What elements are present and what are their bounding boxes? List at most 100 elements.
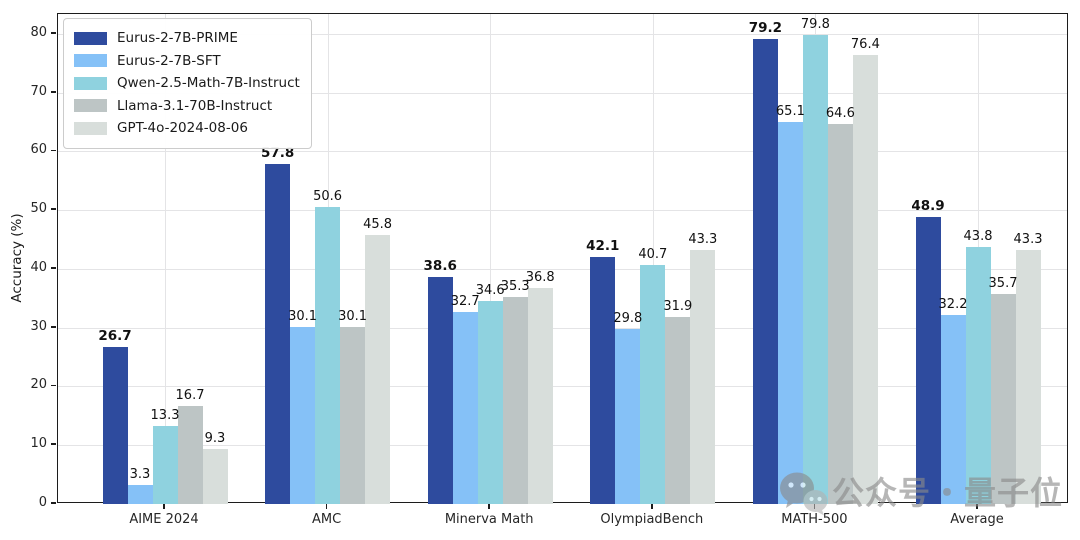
bar-Llama-3.1-70B-Instruct-AMC [340,327,366,504]
bar-value-label: 64.6 [825,106,855,122]
x-tick-mark [976,504,978,509]
y-tick-mark [51,443,56,446]
y-tick-mark [51,384,56,387]
bar-value-label: 30.1 [338,309,368,325]
bar-GPT-4o-2024-08-06-OlympiadBench [690,249,716,504]
y-tick-mark [51,208,56,211]
bar-value-label: 26.7 [98,328,132,345]
x-tick-label-OlympiadBench: OlympiadBench [600,512,704,527]
bar-value-label: 45.8 [363,216,393,232]
bar-Eurus-2-7B-SFT-Average [940,314,966,504]
x-tick-label-Minerva Math: Minerva Math [444,512,534,527]
bar-Llama-3.1-70B-Instruct-OlympiadBench [665,316,691,504]
bar-Eurus-2-7B-PRIME-OlympiadBench [590,256,616,504]
bar-value-label: 38.6 [423,258,457,275]
x-tick-mark [488,504,490,509]
x-tick-label-AMC: AMC [312,512,342,527]
y-tick-label: 70 [30,83,47,99]
y-tick-label: 50 [30,201,47,217]
bar-Qwen-2.5-Math-7B-Instruct-Average [965,246,991,504]
watermark-text: 公众号・量子位 [832,474,1064,512]
h-gridline [58,33,1067,35]
legend: Eurus-2-7B-PRIME Eurus-2-7B-SFT Qwen-2.5-M… [63,18,312,149]
bar-Eurus-2-7B-PRIME-MATH-500 [752,38,778,504]
y-tick-label: 30 [30,318,47,334]
x-tick-label-MATH-500: MATH-500 [781,512,848,527]
legend-swatch [74,76,107,90]
bar-value-label: 40.7 [638,246,668,262]
bar-value-label: 34.6 [475,282,505,298]
y-tick-label: 80 [30,24,47,40]
bar-Eurus-2-7B-SFT-MATH-500 [777,121,803,504]
y-tick-label: 0 [38,495,47,510]
legend-swatch [74,31,107,45]
v-gridline [165,14,166,502]
bar-Eurus-2-7B-PRIME-AMC [265,164,291,504]
bar-Eurus-2-7B-PRIME-Minerva Math [427,277,453,504]
bar-Llama-3.1-70B-Instruct-AIME 2024 [177,405,203,504]
bar-Llama-3.1-70B-Instruct-Average [990,294,1016,504]
bar-Eurus-2-7B-SFT-AMC [290,327,316,504]
bar-value-label: 35.7 [988,276,1018,292]
bar-Eurus-2-7B-SFT-Minerva Math [452,311,478,504]
bar-value-label: 43.3 [688,231,718,247]
bar-value-label: 31.9 [663,298,693,314]
bar-Qwen-2.5-Math-7B-Instruct-AIME 2024 [152,425,178,504]
bar-value-label: 43.3 [1013,231,1043,247]
legend-item: Llama-3.1-70B-Instruct [74,95,300,118]
bar-GPT-4o-2024-08-06-AMC [365,234,391,504]
x-tick-label-AIME 2024: AIME 2024 [129,512,199,527]
v-gridline [652,14,654,502]
h-gridline [58,386,1067,388]
legend-swatch [74,99,107,113]
bar-GPT-4o-2024-08-06-AIME 2024 [202,449,228,504]
bar-value-label: 57.8 [260,145,295,162]
bar-value-label: 13.3 [150,407,180,423]
bar-Qwen-2.5-Math-7B-Instruct-OlympiadBench [640,264,666,504]
bar-value-label: 30.1 [288,309,318,325]
legend-label: GPT-4o-2024-08-06 [117,120,248,137]
bar-Eurus-2-7B-PRIME-Average [915,216,941,504]
x-tick-label-Average: Average [950,512,1004,527]
bar-value-label: 79.2 [748,19,783,36]
y-tick-mark [51,32,56,34]
legend-swatch [74,54,107,68]
bar-Llama-3.1-70B-Instruct-Minerva Math [502,296,528,504]
bar-Qwen-2.5-Math-7B-Instruct-AMC [315,206,341,504]
legend-label: Eurus-2-7B-PRIME [117,30,238,47]
plot-area: 26.7 3.3 13.3 16.7 9.3 57.8 30.1 50.6 30.1 45.8 38… [57,13,1068,504]
bar-value-label: 29.8 [613,310,643,326]
y-axis-title: Accuracy (%) [9,213,25,303]
y-tick-mark [51,325,56,328]
bar-Llama-3.1-70B-Instruct-MATH-500 [827,124,853,504]
y-tick-mark [51,90,56,93]
watermark: 公众号・量子位 [778,470,1063,516]
y-tick-label: 60 [30,142,47,158]
bar-value-label: 43.8 [963,228,993,244]
h-gridline [58,445,1067,447]
legend-label: Eurus-2-7B-SFT [117,52,221,69]
bar-Qwen-2.5-Math-7B-Instruct-Minerva Math [477,300,503,504]
bar-value-label: 36.8 [525,269,555,285]
h-gridline [58,92,1067,94]
bar-value-label: 79.8 [800,17,830,33]
y-tick-mark [51,267,56,269]
bar-GPT-4o-2024-08-06-MATH-500 [852,55,878,504]
bar-Eurus-2-7B-SFT-OlympiadBench [615,328,641,504]
bar-value-label: 65.1 [775,103,805,119]
bar-Eurus-2-7B-PRIME-AIME 2024 [102,347,128,504]
wechat-icon [780,472,828,516]
y-tick-mark [51,502,56,504]
h-gridline [58,151,1067,153]
bar-value-label: 32.2 [938,296,968,312]
h-gridline [58,210,1067,212]
y-tick-label: 40 [30,259,47,275]
legend-item: Eurus-2-7B-PRIME [74,27,300,50]
bar-GPT-4o-2024-08-06-Average [1015,249,1041,504]
h-gridline [58,268,1067,270]
legend-label: Qwen-2.5-Math-7B-Instruct [117,75,300,92]
x-tick-mark [651,504,653,509]
bar-value-label: 16.7 [175,387,205,403]
bar-value-label: 35.3 [500,278,530,294]
x-tick-mark [325,504,328,509]
